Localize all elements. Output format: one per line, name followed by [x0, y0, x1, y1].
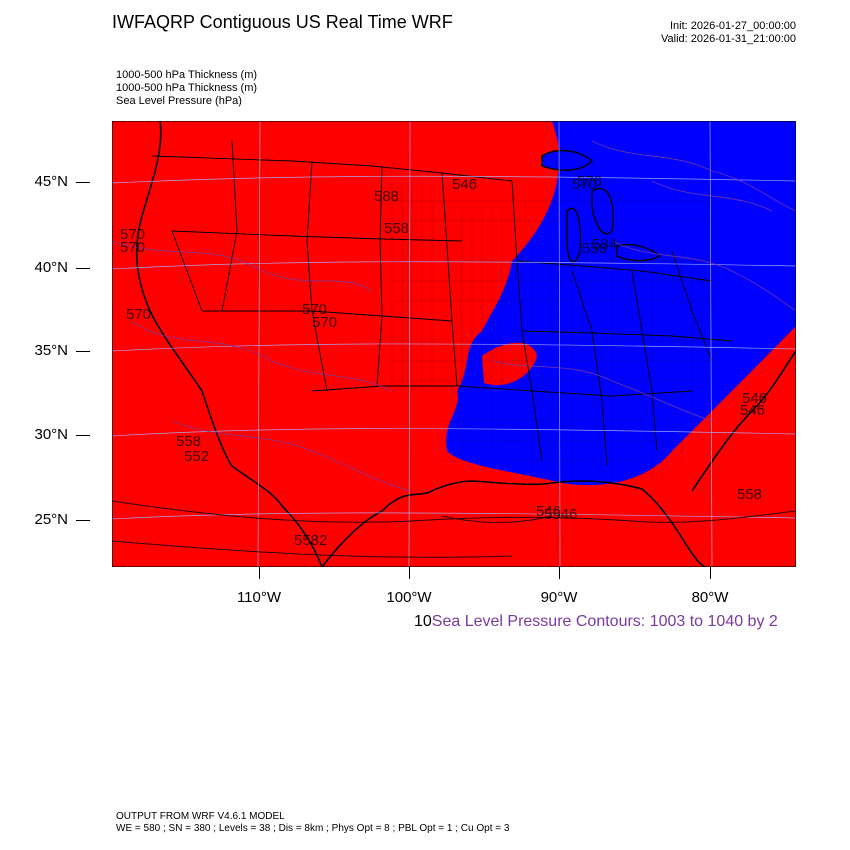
contour-label: 546: [740, 402, 765, 419]
lat-text: 40°N: [34, 259, 68, 276]
lon-label-90w: 90°W: [540, 589, 578, 606]
lat-tick: [76, 350, 90, 352]
contour-label: 5546: [544, 506, 577, 523]
lon-tick: [409, 567, 410, 579]
thickness-contours: [112, 500, 796, 558]
contour-label: 552: [184, 448, 209, 465]
layer-label-thickness-2: 1000-500 hPa Thickness (m): [116, 82, 258, 94]
lat-tick: [76, 267, 90, 269]
contour-label: 570: [302, 301, 327, 318]
lat-text: 30°N: [34, 426, 68, 443]
lon-label-80w: 80°W: [691, 589, 729, 606]
lat-label-25n: 25°N: [34, 511, 90, 528]
contour-info: 10Sea Level Pressure Contours: 1003 to 1…: [414, 613, 778, 631]
valid-time: Valid: 2026-01-31_21:00:00: [661, 33, 796, 45]
contour-label: 570: [126, 306, 151, 323]
coastline: [135, 121, 796, 567]
map-title: IWFAQRP Contiguous US Real Time WRF: [112, 12, 453, 32]
county-texture: [391, 181, 712, 481]
contour-label: 546: [536, 503, 561, 520]
contour-label: 588: [374, 188, 399, 205]
lon-tick: [710, 567, 711, 579]
lon-label-110w: 110°W: [236, 589, 282, 606]
layer-label-thickness-1: 1000-500 hPa Thickness (m): [116, 69, 258, 81]
contour-info-text: Sea Level Pressure Contours: 1003 to 104…: [431, 613, 778, 630]
lat-text: 25°N: [34, 511, 68, 528]
contour-label: 570: [312, 314, 337, 331]
model-info-line2: WE = 580 ; SN = 380 ; Levels = 38 ; Dis …: [116, 823, 510, 834]
contour-label: 546: [742, 390, 767, 407]
graticule: [112, 121, 796, 567]
lat-tick: [76, 434, 90, 436]
contour-label: 558: [582, 240, 607, 257]
contour-label: 558: [737, 486, 762, 503]
lon-label-100w: 100°W: [386, 589, 432, 606]
great-lakes: [541, 149, 662, 263]
contour-label: 558: [384, 220, 409, 237]
contour-label: 546: [452, 176, 477, 193]
model-info-line1: OUTPUT FROM WRF V4.6.1 MODEL: [116, 811, 285, 822]
lat-tick: [76, 181, 90, 183]
lat-text: 35°N: [34, 342, 68, 359]
contour-label: 576: [577, 173, 602, 190]
cold-thickness-region: [446, 121, 796, 486]
contour-info-prefix: 10: [414, 613, 432, 630]
contour-label: 570: [120, 239, 145, 256]
lat-text: 45°N: [34, 173, 68, 190]
lat-label-40n: 40°N: [34, 259, 90, 276]
lon-tick: [559, 567, 560, 579]
contour-label: 570: [120, 226, 145, 243]
init-time: Init: 2026-01-27_00:00:00: [670, 20, 796, 32]
contour-label: 558: [176, 433, 201, 450]
warm-tongue-north: [482, 181, 545, 260]
contour-label: 534: [592, 236, 617, 253]
lon-tick: [259, 567, 260, 579]
contour-label: 570: [572, 176, 597, 193]
layer-label-slp: Sea Level Pressure (hPa): [116, 95, 242, 107]
lat-label-45n: 45°N: [34, 173, 90, 190]
lat-tick: [76, 519, 90, 521]
lat-label-30n: 30°N: [34, 426, 90, 443]
contour-label: 5582: [294, 532, 327, 549]
pressure-contours: [112, 140, 796, 492]
lat-label-35n: 35°N: [34, 342, 90, 359]
